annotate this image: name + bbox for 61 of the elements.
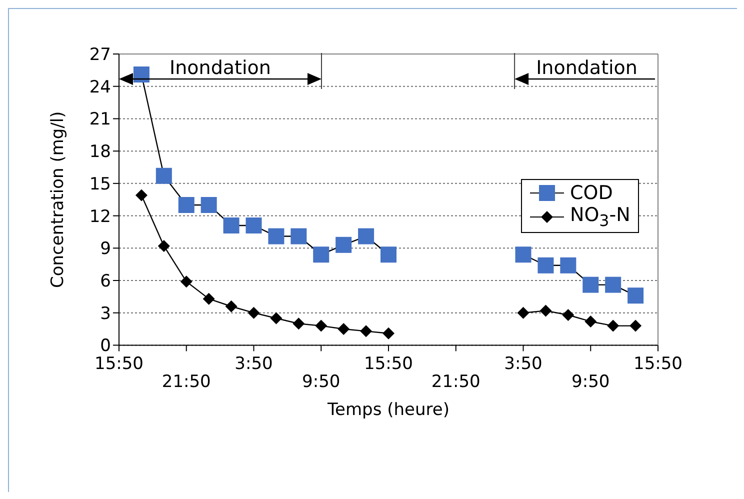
x-tick-label: 15:50 bbox=[634, 354, 682, 374]
point bbox=[180, 276, 192, 288]
x-tick-label: 15:50 bbox=[364, 354, 413, 374]
point bbox=[336, 236, 352, 253]
point bbox=[200, 196, 217, 213]
point bbox=[605, 276, 622, 293]
annotation: Inondation bbox=[170, 57, 271, 79]
x-tick-label: 15:50 bbox=[94, 354, 144, 374]
y-tick-label: 12 bbox=[89, 206, 111, 227]
legend-label: COD bbox=[570, 182, 613, 204]
x-tick-label: 21:50 bbox=[162, 372, 211, 392]
point bbox=[313, 246, 330, 263]
point bbox=[223, 217, 240, 234]
point bbox=[156, 168, 172, 184]
y-tick-label: 24 bbox=[89, 77, 111, 98]
y-tick-label: 15 bbox=[89, 174, 111, 194]
point bbox=[380, 246, 396, 263]
y-tick-label: 18 bbox=[89, 142, 111, 162]
point bbox=[582, 276, 599, 293]
point bbox=[560, 257, 576, 274]
point bbox=[225, 300, 238, 312]
point bbox=[135, 189, 148, 202]
annotation: Inondation bbox=[536, 57, 638, 79]
point bbox=[562, 309, 574, 322]
point bbox=[382, 327, 394, 340]
point bbox=[607, 320, 620, 332]
point bbox=[246, 217, 262, 234]
y-tick-label: 3 bbox=[100, 304, 111, 324]
x-tick-label: 3:50 bbox=[234, 354, 273, 374]
point bbox=[338, 323, 350, 336]
y-tick-label: 9 bbox=[100, 239, 111, 260]
point bbox=[292, 318, 305, 330]
legend-label: NO$_{3}$-N bbox=[570, 204, 630, 230]
point bbox=[540, 304, 552, 317]
point bbox=[358, 228, 374, 244]
x-tick-label: 3:50 bbox=[504, 354, 542, 374]
point bbox=[628, 288, 644, 304]
x-axis-title: Temps (heure) bbox=[326, 400, 450, 420]
point bbox=[315, 320, 328, 332]
y-tick-label: 0 bbox=[100, 336, 111, 356]
y-axis-title: Concentration (mg/l) bbox=[48, 111, 68, 288]
point bbox=[290, 228, 307, 244]
point bbox=[248, 306, 260, 319]
point bbox=[158, 240, 170, 252]
y-tick-label: 21 bbox=[89, 110, 111, 130]
y-tick-label: 6 bbox=[100, 272, 111, 292]
point bbox=[270, 312, 282, 324]
x-tick-label: 9:50 bbox=[302, 372, 340, 392]
point bbox=[133, 66, 150, 82]
point bbox=[268, 228, 284, 244]
x-tick-label: 21:50 bbox=[431, 372, 480, 392]
point bbox=[517, 306, 530, 319]
point bbox=[178, 196, 194, 213]
point bbox=[360, 325, 372, 338]
point bbox=[202, 292, 215, 305]
point bbox=[538, 257, 554, 274]
point bbox=[584, 315, 597, 328]
y-tick-label: 27 bbox=[89, 45, 111, 66]
point bbox=[515, 246, 532, 263]
point bbox=[630, 320, 642, 332]
x-tick-label: 9:50 bbox=[572, 372, 610, 392]
